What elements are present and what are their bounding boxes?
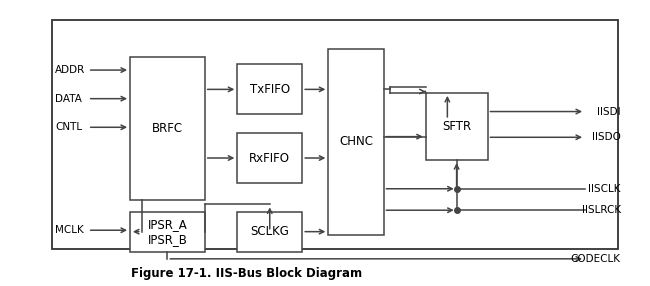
Text: SFTR: SFTR xyxy=(442,120,471,133)
Text: SCLKG: SCLKG xyxy=(250,225,289,238)
Bar xyxy=(52,20,618,249)
Bar xyxy=(426,93,488,160)
Text: MCLK: MCLK xyxy=(55,225,84,235)
Text: ADDR: ADDR xyxy=(55,65,86,75)
Text: BRFC: BRFC xyxy=(152,122,183,135)
Text: RxFIFO: RxFIFO xyxy=(249,152,291,164)
Text: CODECLK: CODECLK xyxy=(571,254,621,264)
Text: Figure 17-1. IIS-Bus Block Diagram: Figure 17-1. IIS-Bus Block Diagram xyxy=(131,267,363,280)
Bar xyxy=(237,133,302,183)
Text: IISDO: IISDO xyxy=(592,132,621,142)
Text: IISLRCK: IISLRCK xyxy=(582,205,621,215)
Text: IISDI: IISDI xyxy=(597,107,621,116)
Bar xyxy=(237,64,302,114)
Text: TxFIFO: TxFIFO xyxy=(250,83,290,96)
Text: CHNC: CHNC xyxy=(339,135,373,148)
Text: DATA: DATA xyxy=(55,94,82,104)
Bar xyxy=(237,212,302,252)
Bar xyxy=(328,49,384,235)
Bar xyxy=(130,57,205,200)
Text: CNTL: CNTL xyxy=(55,122,83,132)
Text: IISCLK: IISCLK xyxy=(588,184,621,194)
Bar xyxy=(130,212,205,252)
Text: IPSR_A
IPSR_B: IPSR_A IPSR_B xyxy=(148,218,187,246)
